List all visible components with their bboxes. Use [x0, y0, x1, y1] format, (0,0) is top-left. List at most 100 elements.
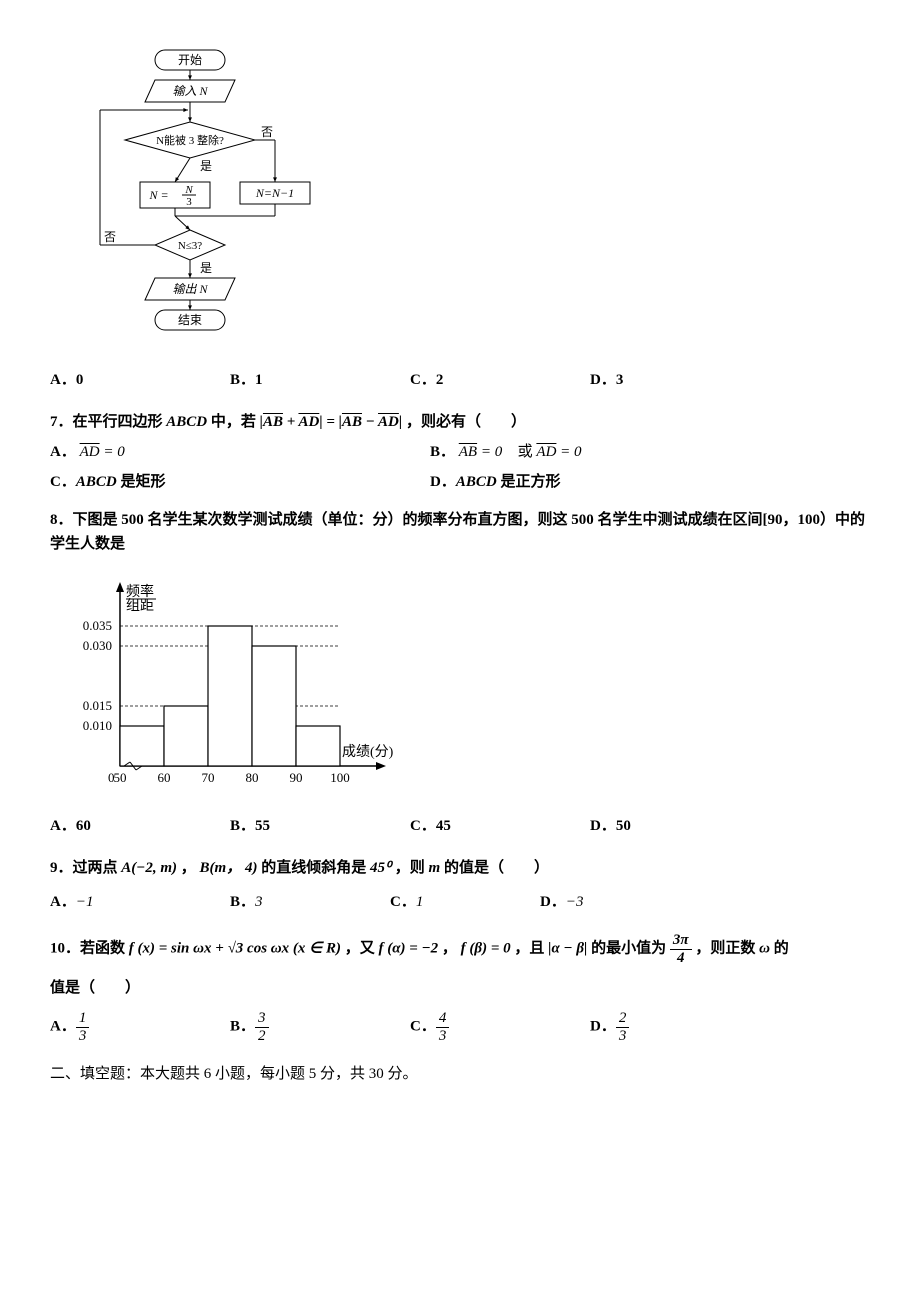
- svg-text:否: 否: [104, 230, 116, 244]
- q8-opt-d-val: 50: [616, 818, 631, 834]
- svg-text:0.015: 0.015: [83, 698, 112, 713]
- svg-text:0.035: 0.035: [83, 618, 112, 633]
- q7-options-row2: C．ABCD 是矩形 D．ABCD 是正方形: [50, 470, 870, 494]
- histogram-svg: 频率组距成绩(分)00.0100.0150.0300.0355060708090…: [60, 566, 420, 796]
- q8-opt-d: D．50: [590, 814, 770, 838]
- q9-angle: 45⁰: [370, 860, 391, 876]
- q8-opt-c: C．45: [410, 814, 590, 838]
- q10-s2: ，又: [345, 940, 375, 956]
- q10-opt-c: C．43: [410, 1010, 590, 1044]
- svg-text:N能被 3 整除?: N能被 3 整除?: [156, 133, 224, 147]
- q6-opt-a-val: 0: [76, 372, 84, 388]
- flowchart-svg: 开始输入 NN能被 3 整除?是否N =N3N=N−1N≤3?是否输出 N结束: [60, 40, 330, 340]
- q9-s2: 的直线倾斜角是: [261, 860, 366, 876]
- q6-opt-c: C．2: [410, 368, 590, 392]
- svg-text:N=N−1: N=N−1: [255, 186, 294, 200]
- q6-opt-b: B．1: [230, 368, 410, 392]
- q10-fx: f (x) = sin ωx + √3 cos ωx (x ∈ R): [129, 940, 341, 956]
- svg-text:频率: 频率: [126, 583, 154, 600]
- q10-a-den: 3: [76, 1028, 90, 1045]
- q10-omega: ω: [759, 940, 770, 956]
- q6-opt-d-val: 3: [616, 372, 624, 388]
- q7-eq: |AB + AD| = |AB − AD|: [260, 414, 403, 430]
- q7-stem: 7．在平行四边形 ABCD 中，若 |AB + AD| = |AB − AD| …: [50, 410, 870, 434]
- svg-text:否: 否: [261, 125, 273, 139]
- q7-opt-b: B． AB = 0⃗ 或 AD = 0⃗: [430, 440, 870, 464]
- q10-frac-num: 3π: [670, 932, 692, 950]
- histogram-figure: 频率组距成绩(分)00.0100.0150.0300.0355060708090…: [60, 566, 870, 804]
- q10-stem-line2: 值是（ ）: [50, 976, 870, 1000]
- q9-c1: ，: [181, 860, 196, 876]
- q10-options: A．13 B．32 C．43 D．23: [50, 1010, 870, 1044]
- q9-opt-c-val: 1: [416, 894, 424, 910]
- svg-text:组距: 组距: [126, 598, 154, 614]
- q8-options: A．60 B．55 C．45 D．50: [50, 814, 870, 838]
- q10-frac-den: 4: [670, 950, 692, 967]
- flowchart-figure: 开始输入 NN能被 3 整除?是否N =N3N=N−1N≤3?是否输出 N结束: [60, 40, 870, 348]
- q10-s1: 10．若函数: [50, 940, 125, 956]
- q10-c1: ，: [442, 940, 457, 956]
- q10-c-num: 4: [436, 1010, 450, 1028]
- q9-opt-b: B．3: [230, 890, 390, 914]
- q7-opt-a: A． AD = 0⃗: [50, 440, 430, 464]
- svg-text:0.030: 0.030: [83, 638, 112, 653]
- q6-opt-a: A．0: [50, 368, 230, 392]
- svg-text:60: 60: [158, 770, 171, 785]
- q7-abcd: ABCD: [166, 414, 207, 430]
- q10-s6: 的: [774, 940, 789, 956]
- svg-text:成绩(分): 成绩(分): [342, 744, 394, 760]
- q7-stem-mid: 中，若: [211, 414, 256, 430]
- q10-d-num: 2: [616, 1010, 630, 1028]
- q8-opt-a: A．60: [50, 814, 230, 838]
- q7-options-row1: A． AD = 0⃗ B． AB = 0⃗ 或 AD = 0⃗: [50, 440, 870, 464]
- q10-fb: f (β) = 0: [461, 940, 511, 956]
- svg-text:N≤3?: N≤3?: [178, 240, 202, 252]
- q10-abs: |α − β|: [548, 940, 587, 956]
- q9-opt-b-val: 3: [255, 894, 263, 910]
- q9-m: m: [429, 860, 441, 876]
- q7-stem-prefix: 7．在平行四边形: [50, 414, 163, 430]
- q9-opt-a: A．−1: [50, 890, 230, 914]
- svg-text:开始: 开始: [178, 53, 202, 67]
- svg-text:结束: 结束: [178, 313, 202, 327]
- q9-s3: ，则: [395, 860, 425, 876]
- q9-pointB: B(m， 4): [200, 860, 258, 876]
- svg-text:80: 80: [246, 770, 259, 785]
- q8-opt-b: B．55: [230, 814, 410, 838]
- svg-text:是: 是: [200, 261, 212, 275]
- q10-opt-b: B．32: [230, 1010, 410, 1044]
- svg-text:N =: N =: [148, 188, 168, 202]
- q10-s3: ，且: [514, 940, 544, 956]
- svg-text:N: N: [184, 184, 193, 196]
- q6-opt-b-val: 1: [255, 372, 263, 388]
- svg-text:输出 N: 输出 N: [172, 282, 208, 296]
- q6-options: A．0 B．1 C．2 D．3: [50, 368, 870, 392]
- svg-text:70: 70: [202, 770, 215, 785]
- q10-s4: 的最小值为: [591, 940, 666, 956]
- q10-opt-a: A．13: [50, 1010, 230, 1044]
- svg-text:90: 90: [290, 770, 303, 785]
- q10-c-den: 3: [436, 1028, 450, 1045]
- svg-text:输入 N: 输入 N: [172, 84, 208, 98]
- section2-heading: 二、填空题：本大题共 6 小题，每小题 5 分，共 30 分。: [50, 1062, 870, 1086]
- q8-opt-b-val: 55: [255, 818, 270, 834]
- svg-text:3: 3: [186, 196, 192, 208]
- svg-text:0.010: 0.010: [83, 718, 112, 733]
- svg-text:50: 50: [114, 770, 127, 785]
- q8-opt-c-val: 45: [436, 818, 451, 834]
- q9-pointA: A(−2, m): [121, 860, 177, 876]
- q9-opt-d-val: −3: [566, 894, 584, 910]
- q9-opt-d: D．−3: [540, 890, 690, 914]
- q10-stem: 10．若函数 f (x) = sin ωx + √3 cos ωx (x ∈ R…: [50, 932, 870, 966]
- q6-opt-d: D．3: [590, 368, 770, 392]
- q8-stem: 8．下图是 500 名学生某次数学测试成绩（单位：分）的频率分布直方图，则这 5…: [50, 508, 870, 556]
- q9-opt-c: C．1: [390, 890, 540, 914]
- q7-stem-suffix: ，则必有（ ）: [406, 414, 526, 430]
- q8-opt-a-val: 60: [76, 818, 91, 834]
- q10-b-num: 3: [255, 1010, 269, 1028]
- q6-opt-c-val: 2: [436, 372, 444, 388]
- q10-d-den: 3: [616, 1028, 630, 1045]
- q10-a-num: 1: [76, 1010, 90, 1028]
- q9-opt-a-val: −1: [76, 894, 94, 910]
- q9-stem: 9．过两点 A(−2, m) ， B(m， 4) 的直线倾斜角是 45⁰ ，则 …: [50, 856, 870, 880]
